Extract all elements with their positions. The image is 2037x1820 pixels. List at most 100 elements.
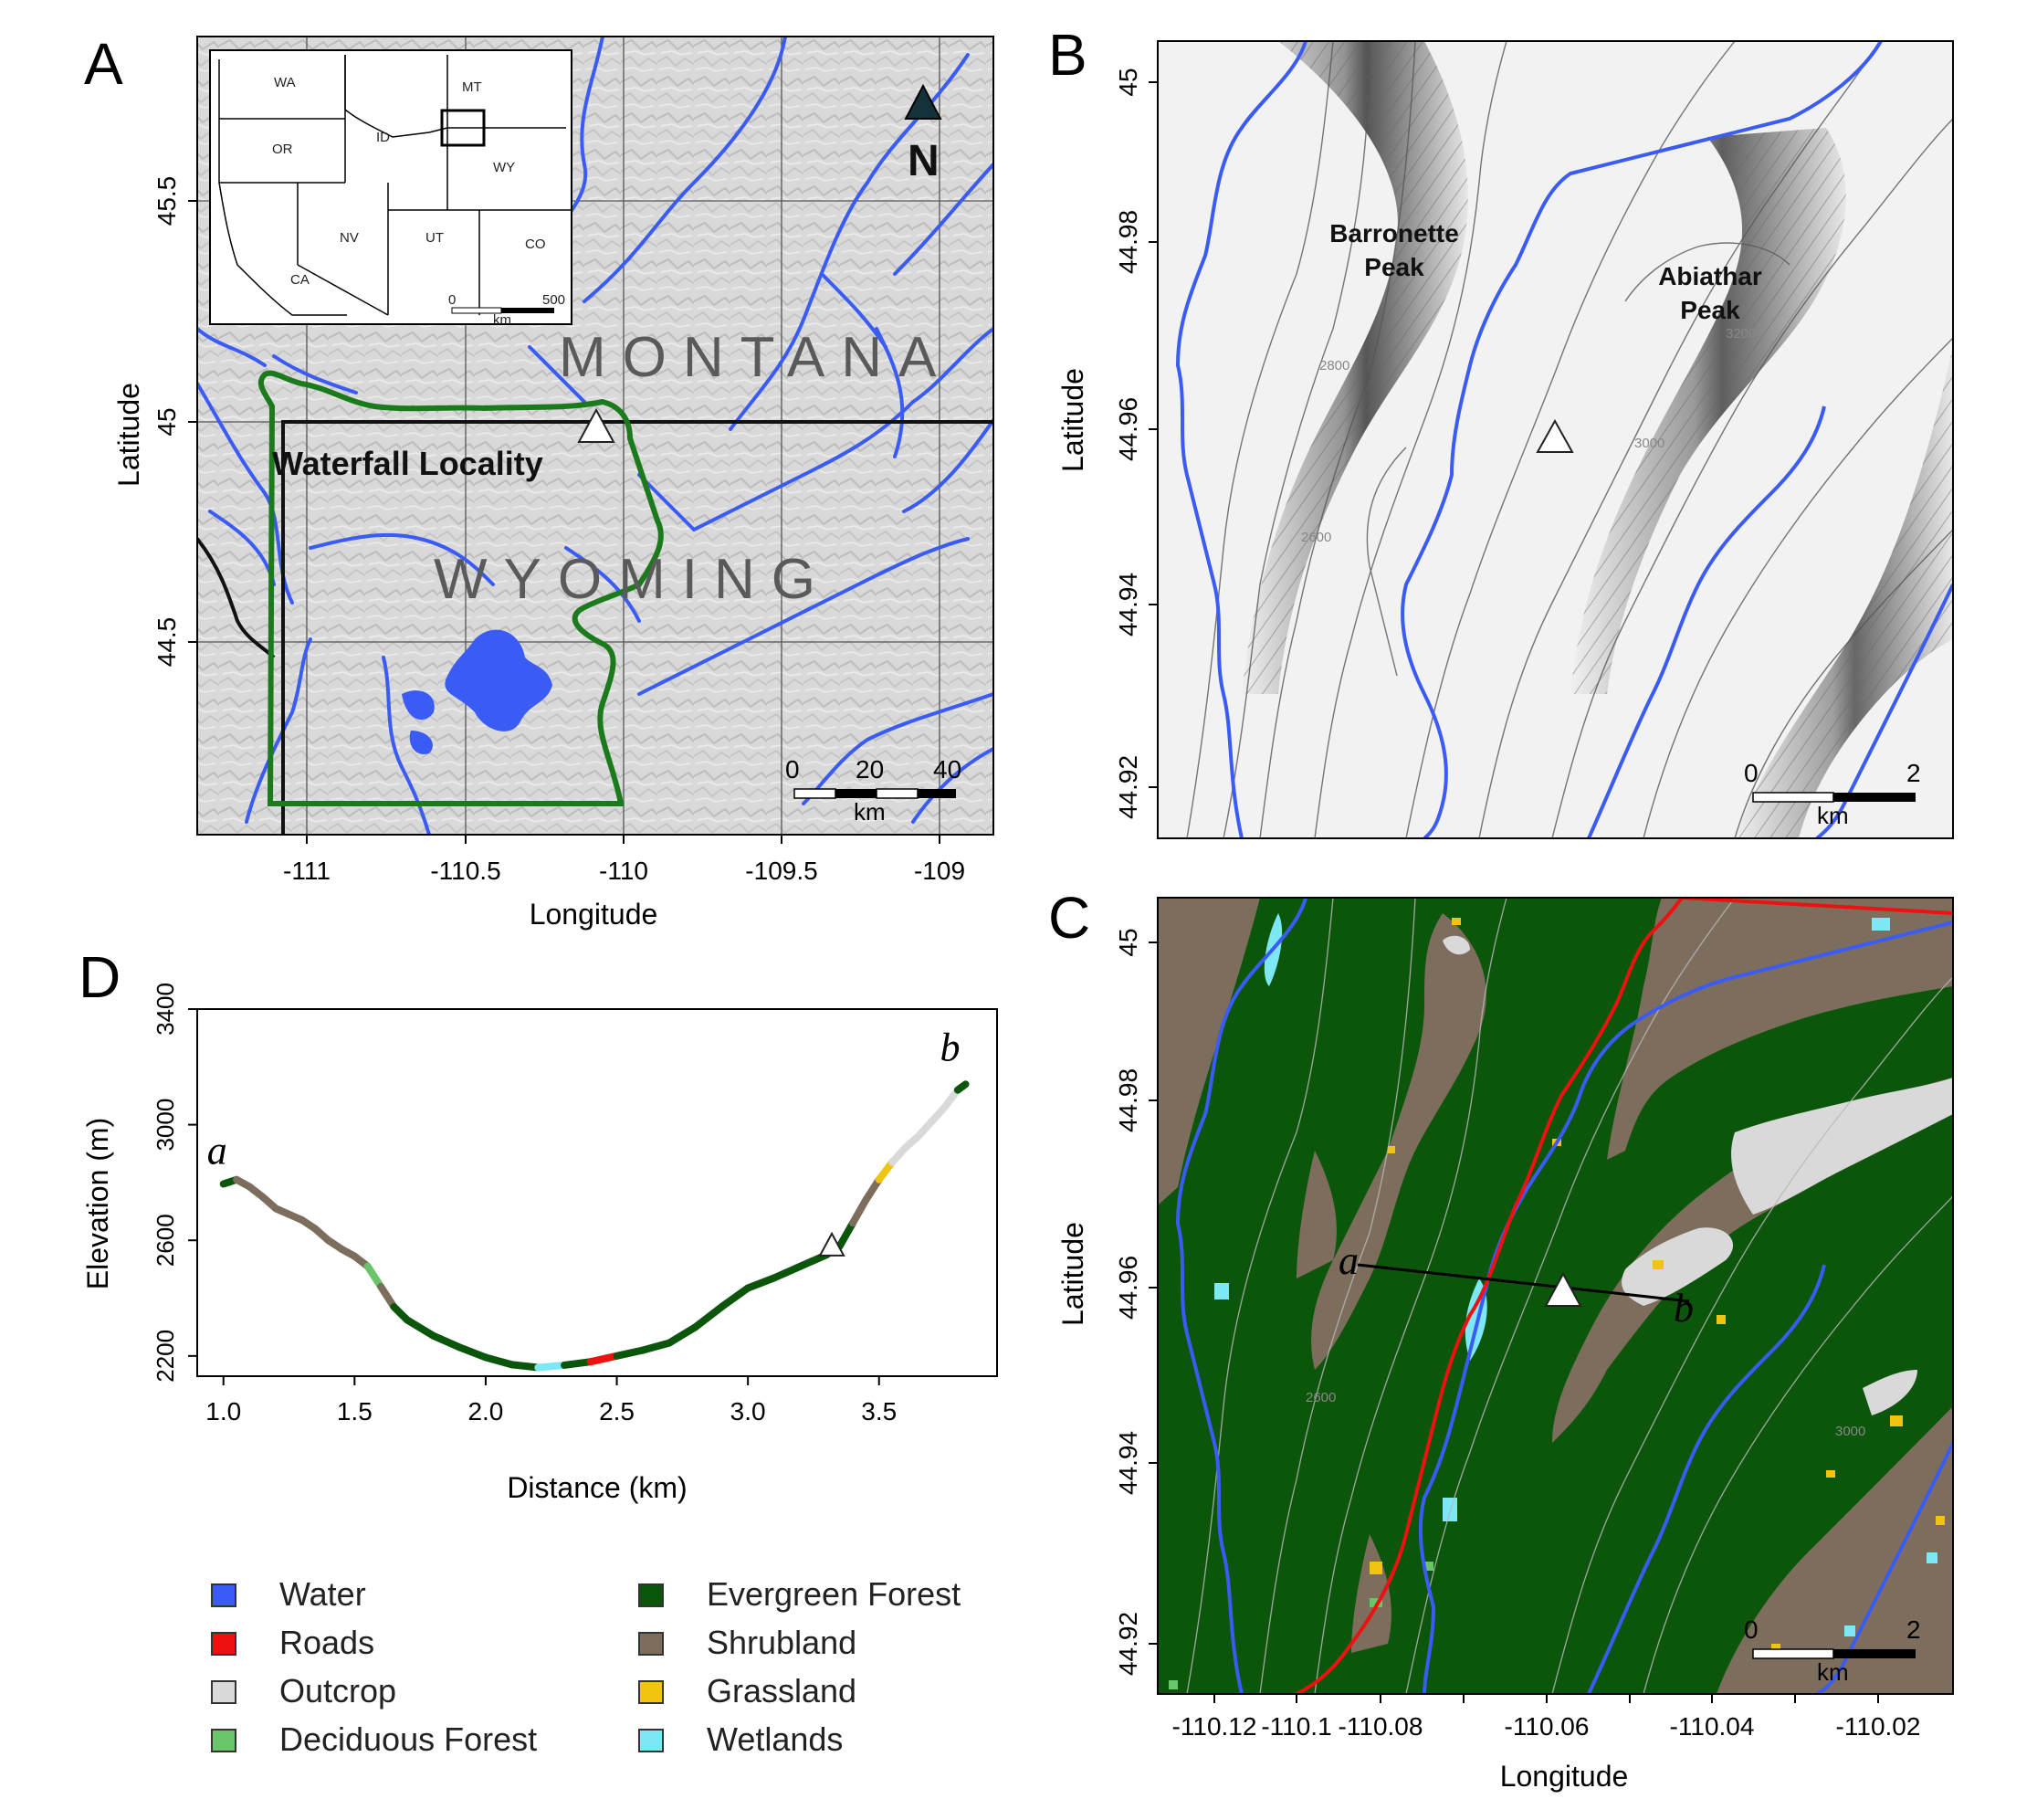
svg-text:-110: -110 [599,857,648,885]
svg-text:44.92: 44.92 [1114,755,1142,819]
barronette-peak-label: Barronette [1329,219,1459,247]
profile-segment [456,1343,489,1362]
svg-text:3000: 3000 [1835,1424,1865,1439]
svg-text:MT: MT [462,79,482,95]
x-tick-label: 3.0 [730,1397,766,1425]
panel-c-map: a b 2600 3000 0 2 km [1158,898,1953,1694]
abiathar-peak-label: Abiathar [1658,262,1762,290]
profile-segment [377,1282,398,1311]
svg-text:-110.06: -110.06 [1505,1712,1590,1741]
legend-item: Grassland [638,1672,856,1710]
legend-swatch [638,1583,664,1607]
panel-c-letter: C [1048,885,1090,951]
profile-segment [665,1323,699,1347]
panel-c-scalebar: 0 2 km [1744,1615,1921,1686]
svg-text:-110.02: -110.02 [1836,1712,1921,1741]
svg-text:3200: 3200 [1726,326,1756,342]
lake-shape [445,629,552,731]
panel-c-locality-marker [1544,1271,1582,1307]
svg-text:3000: 3000 [1634,436,1664,451]
svg-text:0: 0 [785,755,800,784]
svg-text:44.96: 44.96 [1114,397,1142,461]
svg-text:2: 2 [1906,759,1921,787]
legend-swatch [638,1680,664,1704]
svg-text:45: 45 [152,407,181,436]
legend-item: Outcrop [211,1672,396,1710]
profile-segment [796,1251,831,1270]
panel-d-letter: D [79,944,121,1010]
svg-text:0: 0 [448,292,456,308]
svg-text:44.96: 44.96 [1114,1256,1142,1320]
svg-text:500: 500 [542,292,565,308]
svg-text:44.92: 44.92 [1114,1612,1142,1676]
state-border [281,420,993,835]
svg-text:km: km [1817,1658,1849,1686]
panel-c-axes: 45 44.98 44.96 44.94 44.92 -110.12 -110.… [1056,928,1920,1793]
svg-text:-110.08: -110.08 [1339,1712,1423,1741]
panel-a-ylabel: Latitude [112,383,145,487]
svg-text:0: 0 [1744,1615,1759,1644]
x-tick-label: 2.0 [467,1397,503,1425]
svg-text:45: 45 [1114,928,1142,956]
svg-text:45: 45 [1114,68,1142,96]
svg-text:CO: CO [525,237,546,252]
svg-text:-109: -109 [914,857,965,885]
panel-b-letter: B [1048,22,1087,88]
profile-segment [508,1361,542,1372]
legend-item: Deciduous Forest [211,1720,537,1758]
svg-text:Peak: Peak [1364,253,1424,281]
svg-text:UT: UT [425,230,444,246]
panel-a-map: MONTANA WYOMING Waterfall Locality N 0 2… [197,37,993,835]
legend-item: Wetlands [638,1720,843,1758]
locality-label: Waterfall Locality [272,445,543,482]
y-tick-label: 3000 [152,1099,179,1152]
svg-text:40: 40 [933,755,961,784]
elevation-profile-line [219,1080,970,1372]
montana-label: MONTANA [559,326,952,389]
legend-swatch [211,1583,236,1607]
svg-text:44.5: 44.5 [152,617,181,668]
legend-label: Roads [279,1624,374,1661]
svg-text:44.94: 44.94 [1114,573,1142,636]
profile-segment [534,1361,569,1372]
profile-segment [835,1219,857,1250]
profile-segment [744,1274,778,1292]
svg-text:Peak: Peak [1680,296,1740,324]
x-tick-label: 1.5 [337,1397,373,1425]
panel-a-axes: -111 -110.5 -110 -109.5 -109 45.5 45 44.… [112,176,965,931]
profile-segment [586,1352,621,1366]
svg-text:WY: WY [493,160,515,175]
north-label: N [908,137,940,185]
transect-line [1357,1263,1690,1303]
panel-a-rivers [197,37,993,835]
road-line [1296,898,1684,1694]
svg-text:WA: WA [274,75,296,90]
svg-text:-110.5: -110.5 [430,857,500,885]
panel-c-ylabel: Latitude [1056,1222,1089,1326]
panel-b-map: Barronette Peak Abiathar Peak 2800 2600 … [1158,41,1953,838]
legend-label: Water [279,1575,366,1613]
legend-label: Wetlands [707,1720,843,1758]
north-arrow-icon [904,83,942,120]
transect-label-b: b [1674,1286,1694,1331]
svg-text:CA: CA [290,272,310,288]
svg-text:-110.04: -110.04 [1670,1712,1755,1741]
y-tick-label: 3400 [152,983,179,1036]
legend-item: Water [211,1575,366,1613]
wyoming-label: WYOMING [434,548,832,611]
panel-d-ylabel: Elevation (m) [81,1118,114,1290]
legend-swatch [211,1729,236,1752]
profile-start-label-a: a [207,1129,227,1173]
svg-text:20: 20 [856,755,884,784]
svg-text:km: km [493,312,511,328]
profile-segment [718,1284,752,1311]
legend-swatch [638,1632,664,1656]
legend-item: Shrubland [638,1624,856,1661]
profile-segment [639,1339,673,1354]
svg-text:44.98: 44.98 [1114,210,1142,274]
inset-locator-box [440,109,486,147]
svg-text:2600: 2600 [1306,1390,1336,1405]
svg-text:0: 0 [1744,759,1759,787]
y-tick-label: 2600 [152,1214,179,1267]
x-tick-label: 3.5 [861,1397,897,1425]
